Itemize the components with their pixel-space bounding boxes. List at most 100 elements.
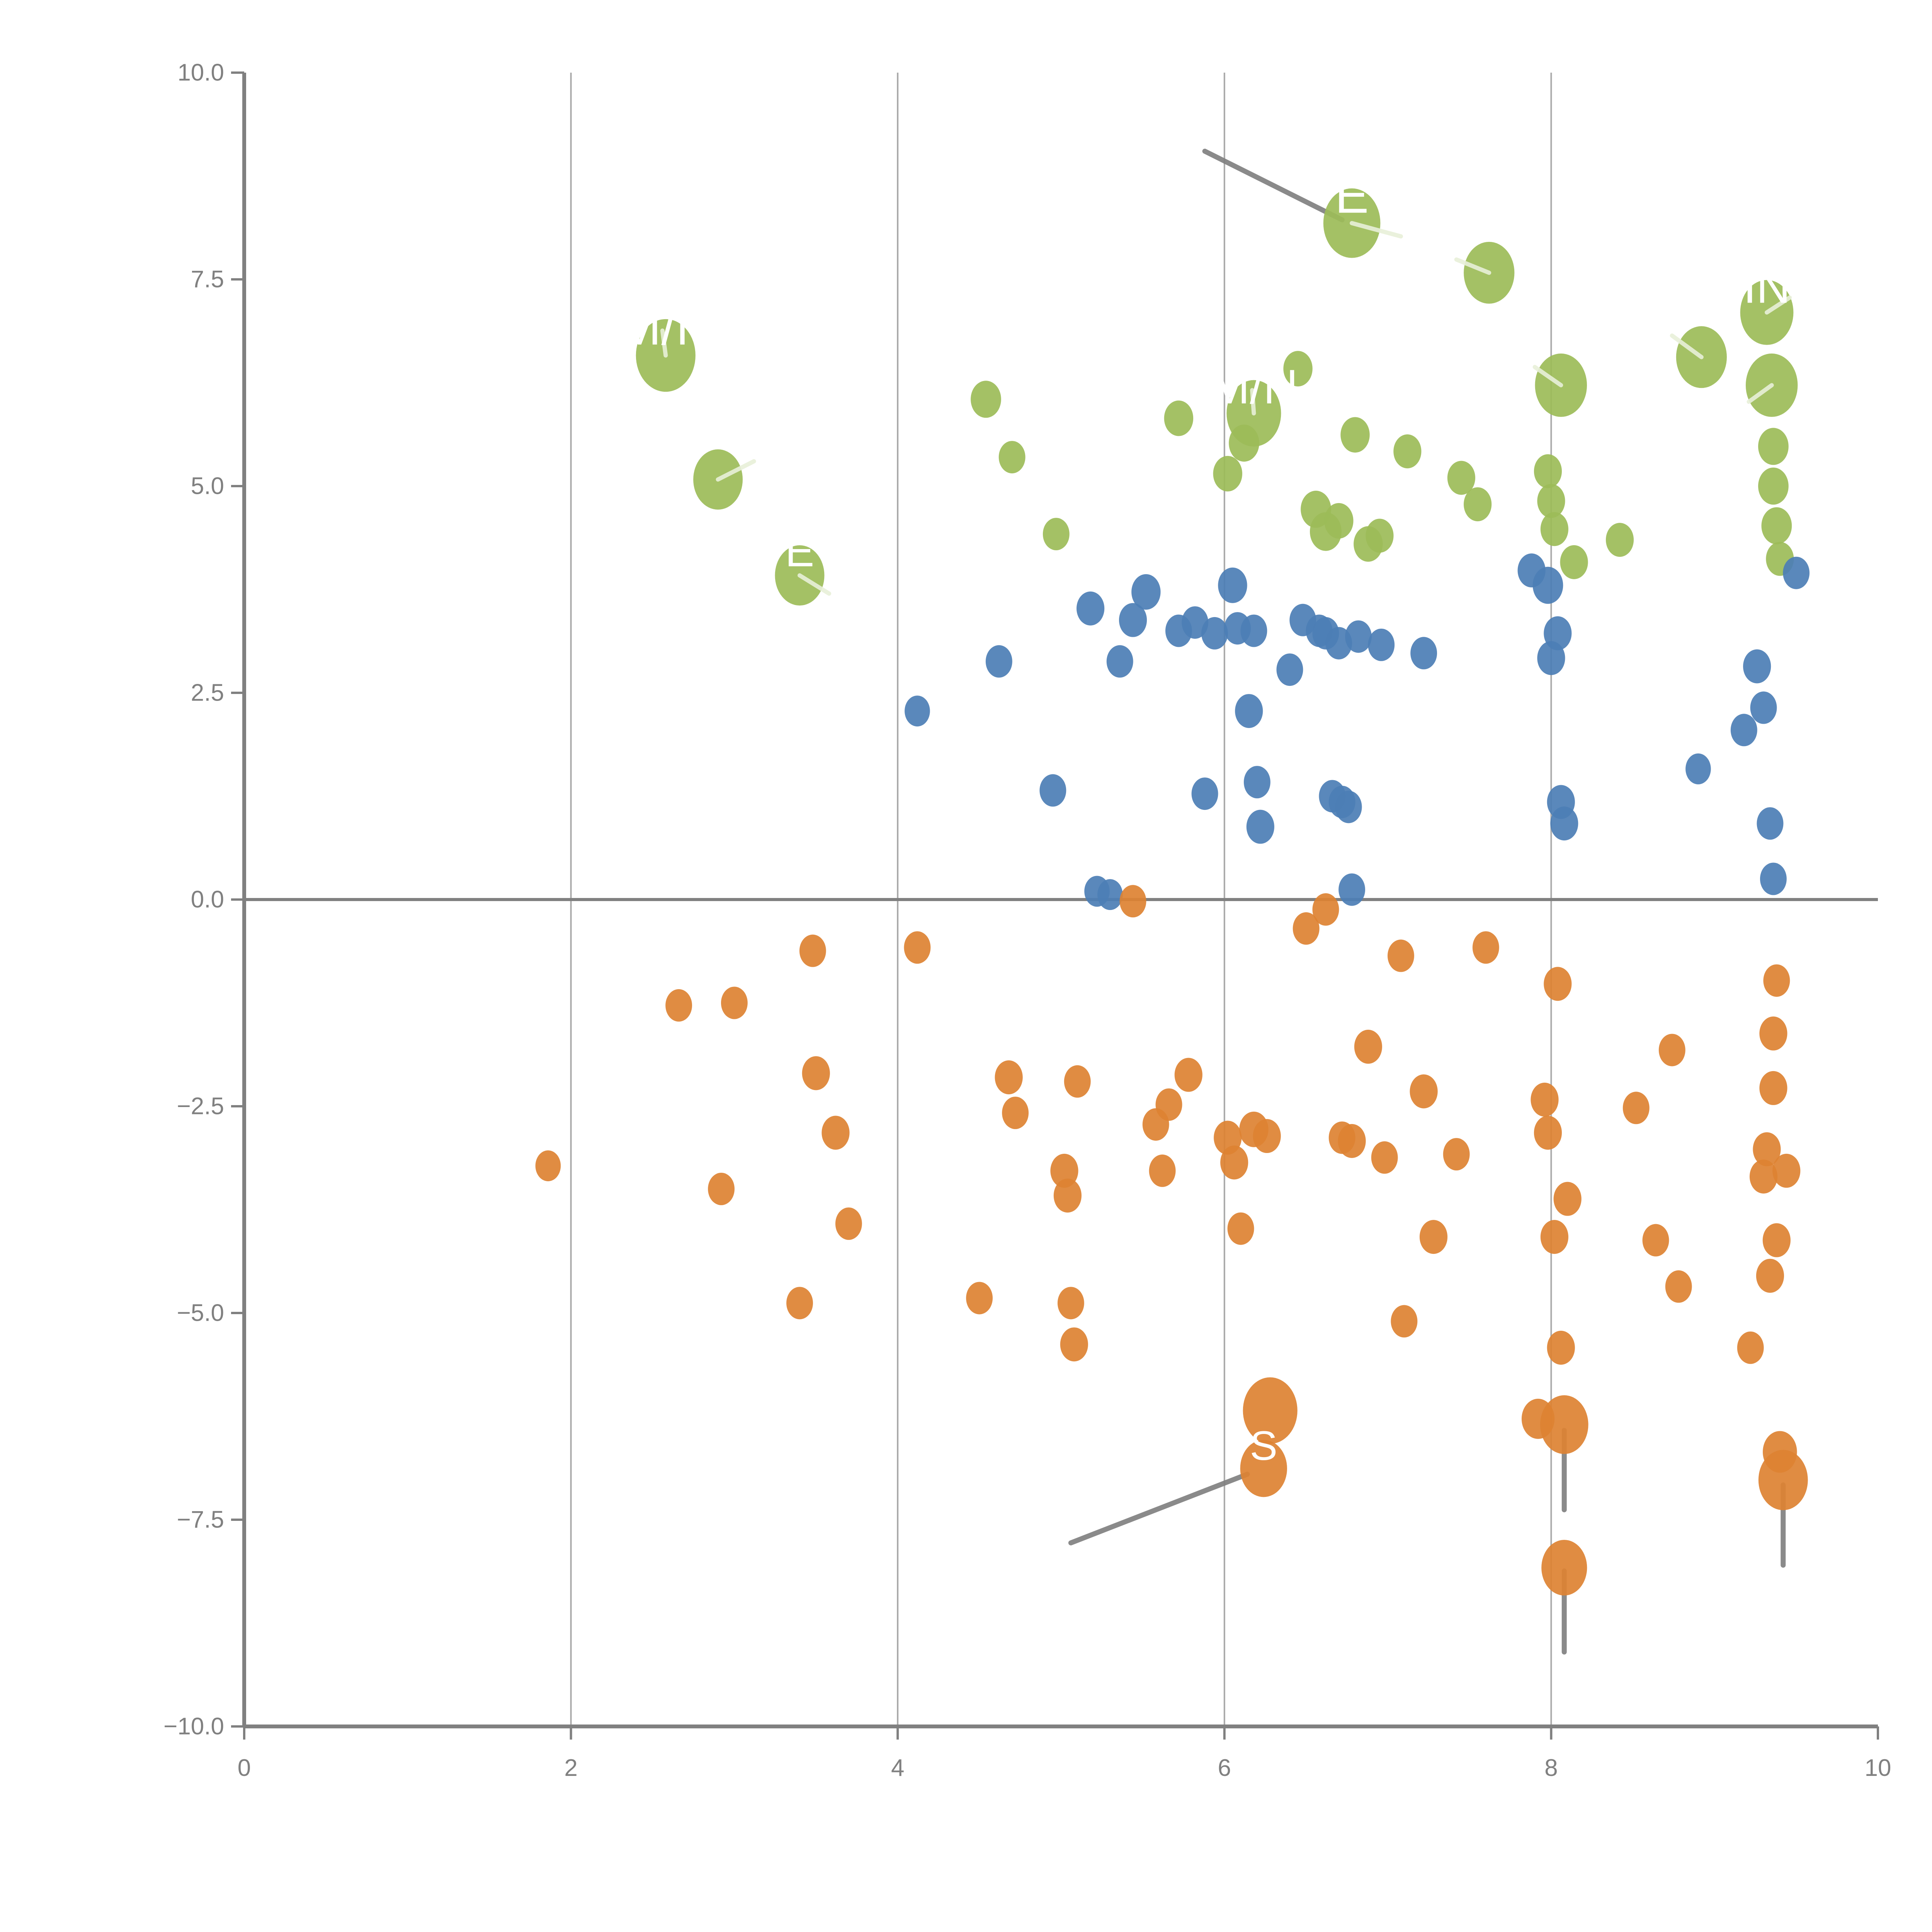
scatter-point[interactable] xyxy=(1762,1223,1791,1257)
scatter-point[interactable] xyxy=(1544,967,1572,1001)
scatter-point[interactable] xyxy=(1060,1327,1088,1362)
scatter-point[interactable] xyxy=(1335,791,1362,823)
scatter-point[interactable] xyxy=(1393,434,1422,469)
scatter-point[interactable] xyxy=(786,1287,813,1320)
scatter-point[interactable] xyxy=(1560,545,1588,579)
scatter-point[interactable] xyxy=(1253,1119,1281,1153)
scatter-point[interactable] xyxy=(802,1056,830,1090)
scatter-point[interactable] xyxy=(1387,939,1414,972)
scatter-point[interactable] xyxy=(1293,912,1320,945)
scatter-point[interactable] xyxy=(821,1116,850,1150)
scatter-point[interactable] xyxy=(1340,417,1370,453)
scatter-point[interactable] xyxy=(1243,766,1270,799)
scatter-point[interactable] xyxy=(665,989,692,1022)
scatter-point[interactable] xyxy=(721,986,748,1019)
scatter-point[interactable] xyxy=(1227,1212,1254,1245)
scatter-point[interactable] xyxy=(1345,620,1372,653)
scatter-point[interactable] xyxy=(971,381,1001,418)
scatter-point[interactable] xyxy=(1763,964,1790,997)
scatter-point[interactable] xyxy=(1756,1259,1784,1293)
scatter-point[interactable] xyxy=(1758,428,1789,465)
scatter-point[interactable] xyxy=(1410,1074,1438,1109)
scatter-point[interactable] xyxy=(1685,753,1711,784)
scatter-point[interactable] xyxy=(1201,617,1228,650)
scatter-point[interactable] xyxy=(1077,591,1105,626)
scatter-point[interactable] xyxy=(1338,1124,1366,1158)
scatter-point[interactable] xyxy=(1131,574,1161,610)
scatter-point[interactable] xyxy=(905,696,930,727)
scatter-point[interactable] xyxy=(1097,879,1123,910)
scatter-point[interactable] xyxy=(1750,691,1777,724)
scatter-point[interactable] xyxy=(708,1173,735,1205)
scatter-point[interactable] xyxy=(1057,1287,1084,1320)
scatter-point[interactable] xyxy=(1540,1220,1568,1254)
scatter-point[interactable] xyxy=(1472,931,1499,964)
scatter-point[interactable] xyxy=(1553,1182,1582,1216)
scatter-point[interactable] xyxy=(1119,603,1147,637)
scatter-point[interactable] xyxy=(1220,1145,1248,1180)
scatter-point[interactable] xyxy=(1534,454,1562,488)
scatter-point[interactable] xyxy=(1191,777,1218,810)
scatter-point[interactable] xyxy=(1443,1138,1470,1171)
scatter-point[interactable] xyxy=(1757,807,1784,840)
scatter-point[interactable] xyxy=(1537,484,1565,518)
scatter-point[interactable] xyxy=(1276,653,1303,686)
scatter-point[interactable] xyxy=(995,1060,1023,1095)
scatter-point[interactable] xyxy=(1240,614,1267,647)
scatter-point[interactable] xyxy=(1737,1331,1764,1364)
scatter-point[interactable] xyxy=(1174,1058,1202,1092)
scatter-point[interactable] xyxy=(1761,507,1792,544)
scatter-point[interactable] xyxy=(1283,351,1313,387)
scatter-point[interactable] xyxy=(1540,1395,1588,1454)
scatter-point[interactable] xyxy=(1338,873,1366,906)
scatter-point[interactable] xyxy=(1371,1141,1398,1174)
scatter-point[interactable] xyxy=(1540,512,1568,546)
scatter-point[interactable] xyxy=(1783,556,1810,589)
scatter-point[interactable] xyxy=(1605,523,1634,557)
scatter-point[interactable] xyxy=(835,1207,862,1240)
scatter-point[interactable] xyxy=(1213,456,1242,492)
scatter-point[interactable] xyxy=(1759,1071,1787,1105)
scatter-point[interactable] xyxy=(1760,862,1787,895)
scatter-point[interactable] xyxy=(1758,468,1789,505)
scatter-point[interactable] xyxy=(1532,566,1563,604)
scatter-point[interactable] xyxy=(1368,628,1395,661)
scatter-point[interactable] xyxy=(1622,1092,1650,1124)
scatter-point[interactable] xyxy=(1772,1153,1801,1188)
scatter-point[interactable] xyxy=(985,645,1012,678)
scatter-point[interactable] xyxy=(966,1282,993,1315)
scatter-point[interactable] xyxy=(1039,774,1066,807)
scatter-point[interactable] xyxy=(1164,400,1194,436)
scatter-point[interactable] xyxy=(1730,714,1757,747)
scatter-point[interactable] xyxy=(1753,1132,1781,1167)
scatter-point[interactable] xyxy=(1531,1082,1559,1117)
scatter-point[interactable] xyxy=(1002,1097,1029,1129)
scatter-point[interactable] xyxy=(1106,645,1133,678)
scatter-point[interactable] xyxy=(1119,885,1146,918)
scatter-point[interactable] xyxy=(1043,518,1070,551)
scatter-point[interactable] xyxy=(1218,567,1247,603)
scatter-point[interactable] xyxy=(1447,461,1475,495)
scatter-point[interactable] xyxy=(1642,1224,1669,1257)
scatter-point[interactable] xyxy=(1410,637,1437,670)
scatter-point[interactable] xyxy=(1324,503,1354,539)
scatter-point[interactable] xyxy=(1749,1159,1778,1194)
scatter-point[interactable] xyxy=(799,934,826,967)
scatter-point[interactable] xyxy=(1240,1440,1287,1497)
scatter-point[interactable] xyxy=(1366,519,1394,553)
scatter-point[interactable] xyxy=(1758,1450,1808,1510)
scatter-point[interactable] xyxy=(1665,1270,1692,1303)
scatter-point[interactable] xyxy=(1155,1088,1182,1121)
scatter-point[interactable] xyxy=(1354,1029,1382,1064)
scatter-point[interactable] xyxy=(1544,616,1572,650)
scatter-point[interactable] xyxy=(1246,810,1274,844)
scatter-point[interactable] xyxy=(1064,1065,1091,1098)
scatter-point[interactable] xyxy=(1053,1179,1082,1213)
scatter-point[interactable] xyxy=(535,1150,561,1182)
scatter-point[interactable] xyxy=(1759,1016,1787,1051)
scatter-point[interactable] xyxy=(1149,1154,1176,1187)
scatter-point[interactable] xyxy=(1391,1305,1418,1338)
scatter-point[interactable] xyxy=(1235,694,1263,728)
scatter-point[interactable] xyxy=(1243,1377,1298,1444)
